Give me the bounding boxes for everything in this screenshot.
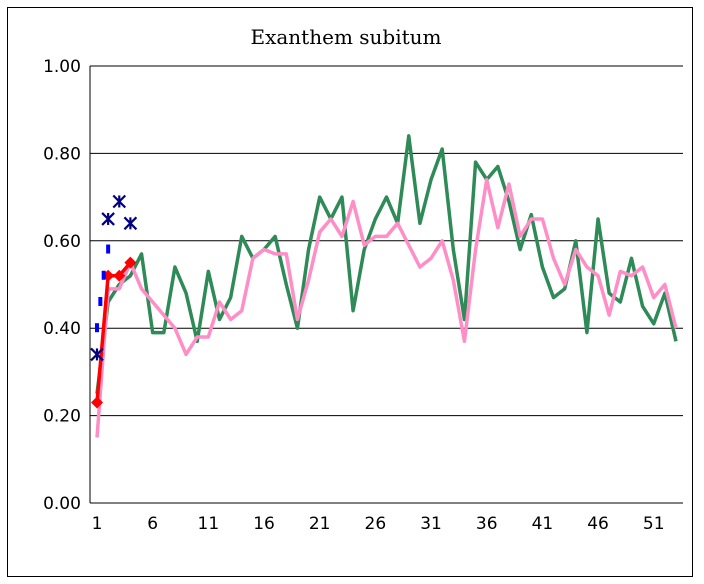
- x-tick-label: 6: [147, 514, 158, 534]
- dash-marker: [98, 296, 103, 306]
- dash-marker: [95, 323, 99, 333]
- series-line-1: [95, 177, 678, 438]
- series-line-0: [95, 134, 678, 394]
- y-tick-label: 0.60: [43, 232, 81, 252]
- y-tick-label: 0.00: [43, 494, 81, 514]
- axes: [89, 66, 683, 504]
- dash-marker: [106, 244, 111, 254]
- dash-marker: [101, 270, 106, 280]
- x-tick-label: 36: [476, 514, 498, 534]
- y-tick-label: 1.00: [43, 57, 81, 77]
- x-tick-label: 51: [643, 514, 665, 534]
- diamond-marker: [113, 269, 126, 282]
- tick-labels: 0.000.200.400.600.801.001 6 11 16 21 26 31 36 41…: [43, 57, 664, 534]
- diamond-marker: [91, 396, 103, 409]
- x-tick-label: 16: [253, 514, 275, 534]
- x-tick-label: 1: [92, 514, 103, 534]
- star-marker: [90, 347, 104, 362]
- x-tick-label: 46: [587, 514, 609, 534]
- star-marker: [123, 216, 138, 231]
- diamond-marker: [124, 256, 137, 269]
- grid-lines: [90, 65, 683, 417]
- star-marker: [112, 194, 127, 209]
- star-marker: [101, 212, 115, 226]
- y-tick-label: 0.20: [43, 407, 81, 427]
- x-tick-label: 41: [532, 514, 554, 534]
- x-tick-label: 26: [365, 514, 387, 534]
- chart-title: Exanthem subitum: [251, 25, 442, 49]
- x-tick-label: 21: [309, 514, 331, 534]
- series-layer: [90, 134, 678, 438]
- y-tick-label: 0.80: [43, 144, 81, 164]
- x-tick-label: 31: [420, 514, 442, 534]
- x-tick-label: 11: [198, 514, 220, 534]
- y-tick-label: 0.40: [43, 319, 81, 339]
